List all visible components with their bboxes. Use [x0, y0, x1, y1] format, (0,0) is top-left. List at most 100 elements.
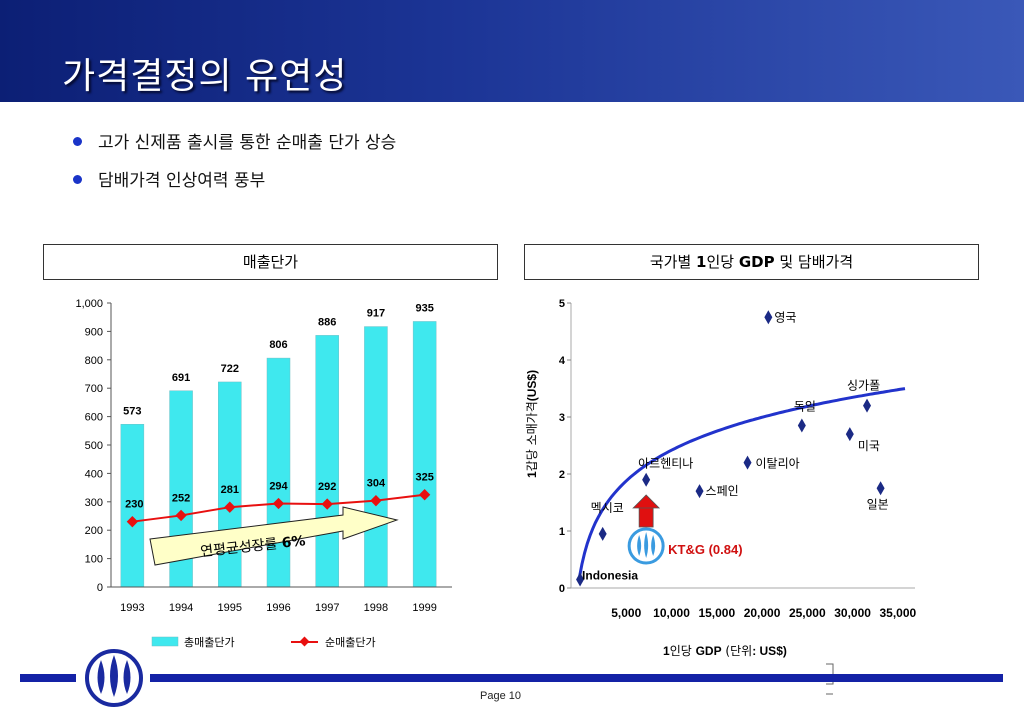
bar-y-tick-label: 500: [85, 440, 103, 452]
page-number: Page 10: [480, 690, 521, 702]
bar-y-tick-label: 400: [85, 468, 103, 480]
scatter-point: [764, 310, 773, 325]
line-point: [418, 489, 431, 501]
bar-value-label: 935: [415, 302, 433, 314]
bar-x-tick-label: 1997: [315, 602, 339, 614]
line-value-label: 230: [125, 499, 143, 511]
company-logo: [85, 649, 143, 707]
scatter-y-tick-label: 0: [559, 583, 565, 595]
bar-value-label: 722: [221, 363, 239, 375]
line-value-label: 304: [367, 478, 386, 490]
scatter-axes: 0 1 2 3 4 5 5,000 10,000 15,000 20,000 25,000 30,00…: [559, 298, 917, 620]
line-value-label: 292: [318, 481, 336, 493]
trend-curve: [577, 387, 906, 580]
legend-bar-label: 총매출단가: [184, 636, 235, 649]
scatter-x-tick-label: 25,000: [789, 606, 826, 620]
scatter-point-label: 스페인: [706, 484, 739, 498]
line-point: [321, 498, 333, 510]
bar-y-tick-label: 1,000: [75, 298, 103, 310]
page-title: 가격결정의 유연성: [62, 56, 348, 97]
scatter-x-label: 1인당 GDP (단위: US$): [663, 644, 787, 658]
scatter-point: [797, 418, 806, 433]
bar-legend: 총매출단가 순매출단가: [151, 636, 376, 649]
scatter-point: [743, 455, 752, 470]
scatter-y-tick-label: 3: [559, 412, 565, 424]
bar-value-label: 691: [172, 372, 190, 384]
scatter-point: [642, 472, 651, 487]
scatter-x-tick-label: 30,000: [834, 606, 871, 620]
scatter-x-tick-label: 20,000: [744, 606, 781, 620]
line-value-label: 294: [269, 481, 288, 493]
bar-y-axis: 0 100 200 300 400 500 600 700 800 900 1,000: [75, 298, 112, 594]
legend-bar-swatch: [151, 636, 179, 647]
scatter-x-tick-label: 10,000: [653, 606, 690, 620]
scatter-point: [863, 398, 872, 413]
scatter-x-tick-label: 5,000: [611, 606, 641, 620]
kt-arrow-head: [632, 494, 661, 509]
scatter-point-label: 일본: [867, 497, 889, 511]
bar-y-tick-label: 200: [85, 525, 103, 537]
bar-y-tick-label: 300: [85, 497, 103, 509]
bar-chart-caption: 매출단가: [43, 244, 498, 280]
line-point: [370, 495, 382, 507]
bar-y-tick-label: 100: [85, 554, 103, 566]
scatter-y-tick-label: 5: [559, 298, 565, 310]
line-value-label: 325: [415, 472, 433, 484]
kt-marker: KT&G (0.84): [627, 494, 743, 565]
bar-x-axis: 1993 1994 1995 1996 1997 1998 1999: [111, 586, 452, 614]
bar-x-tick-label: 1993: [120, 602, 144, 614]
bullet-item: 고가 신제품 출시를 통한 순매출 단가 상승: [73, 128, 396, 153]
bar-y-tick-label: 800: [85, 355, 103, 367]
scatter-point-label: 멕시코: [591, 501, 624, 515]
kt-logo-leaf: [644, 532, 649, 558]
scatter-point: [695, 484, 704, 499]
scatter-point: [876, 481, 885, 496]
bar-x-tick-label: 1996: [266, 602, 290, 614]
bar-y-tick-label: 700: [85, 383, 103, 395]
kt-label: KT&G (0.84): [668, 542, 742, 557]
bullet-dot-icon: [73, 136, 82, 146]
scatter-point-label: 싱가폴: [847, 379, 880, 393]
scatter-point-label: 영국: [774, 310, 796, 324]
bar-y-tick-label: 600: [85, 412, 103, 424]
scatter-point: [576, 572, 585, 587]
bullet-text: 담배가격 인상여력 풍부: [98, 171, 266, 191]
bullet-item: 담배가격 인상여력 풍부: [73, 166, 265, 191]
scatter-point-label: 이탈리아: [756, 457, 800, 471]
line-value-label: 252: [172, 492, 190, 504]
scatter-point-label: 미국: [858, 439, 880, 453]
line-point: [126, 516, 139, 528]
scatter-point-label: 독일: [794, 400, 816, 414]
bar-x-tick-label: 1998: [364, 602, 388, 614]
kt-logo-leaf: [651, 535, 656, 556]
bar-value-label: 806: [269, 339, 287, 351]
bullet-text: 고가 신제품 출시를 통한 순매출 단가 상승: [98, 133, 397, 153]
footer-line-left: [20, 674, 76, 682]
scatter-y-label: 1갑당 소매가격(US$): [525, 370, 539, 478]
line-point: [175, 509, 187, 522]
bar-x-tick-label: 1999: [412, 602, 436, 614]
scatter-y-tick-label: 4: [559, 355, 566, 367]
line-point: [272, 497, 285, 510]
bullet-dot-icon: [73, 174, 82, 184]
bar-value-label: 573: [123, 405, 141, 417]
trend-curve-path: [577, 387, 906, 580]
bar-x-tick-label: 1995: [218, 602, 242, 614]
scatter-chart-caption: 국가별 1인당 GDP 및 담배가격: [524, 244, 979, 280]
scatter-x-tick-label: 15,000: [698, 606, 735, 620]
kt-logo-leaf: [637, 535, 642, 556]
footer-line-right: [150, 674, 1003, 682]
bar-y-tick-label: 0: [97, 582, 103, 594]
line-series: 230 252 281 294 292 304 325: [125, 472, 434, 528]
line-point: [224, 501, 236, 513]
legend-line-marker: [299, 636, 310, 647]
legend-line-label: 순매출단가: [325, 636, 376, 649]
bar-x-tick-label: 1994: [169, 602, 193, 614]
bar-value-label: 886: [318, 316, 336, 328]
scatter-point: [845, 427, 854, 442]
line-value-label: 281: [221, 484, 239, 496]
scatter-y-tick-label: 2: [559, 469, 565, 481]
